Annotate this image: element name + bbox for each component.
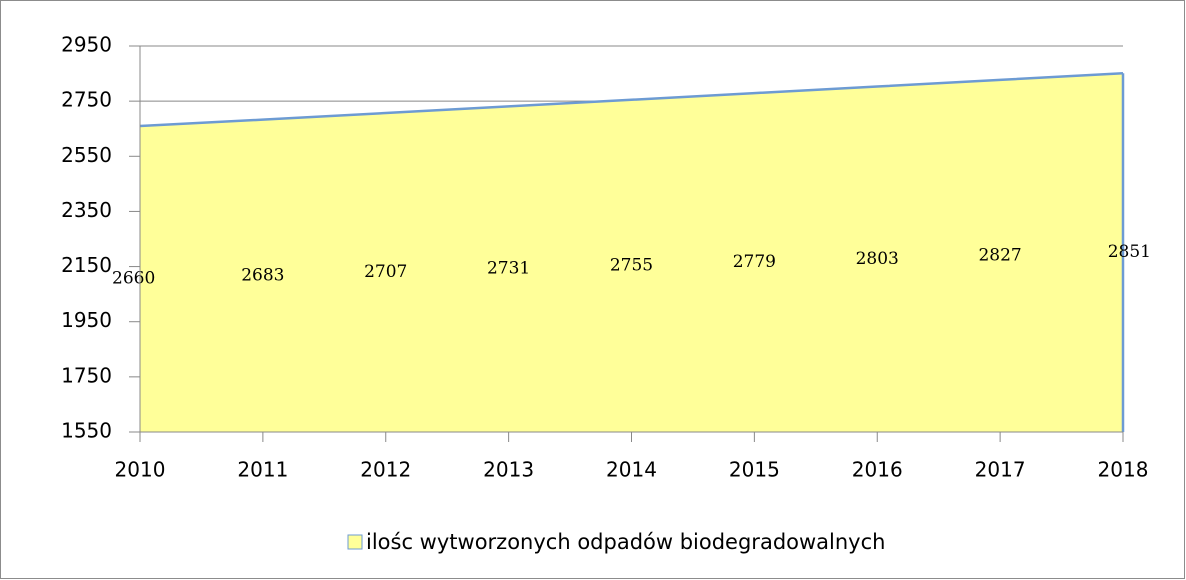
legend: ilośc wytworzonych odpadów biodegradowal…	[347, 530, 885, 554]
data-label: 2707	[364, 262, 407, 282]
legend-swatch	[347, 534, 363, 550]
data-label: 2779	[733, 252, 776, 272]
x-tick-label: 2017	[975, 458, 1026, 482]
data-label: 2851	[1108, 242, 1151, 262]
x-tick-label: 2015	[729, 458, 780, 482]
data-label: 2827	[978, 245, 1021, 265]
x-tick-label: 2018	[1098, 458, 1149, 482]
x-tick-label: 2012	[360, 458, 411, 482]
y-tick-label: 1950	[61, 308, 112, 332]
data-label: 2683	[241, 265, 284, 285]
data-label: 2731	[487, 259, 530, 279]
y-tick-label: 2950	[61, 33, 112, 57]
data-label: 2660	[112, 268, 155, 288]
y-tick-label: 1750	[61, 363, 112, 387]
y-tick-label: 2350	[61, 198, 112, 222]
area	[140, 73, 1123, 432]
y-tick-label: 2750	[61, 88, 112, 112]
y-tick-label: 2550	[61, 143, 112, 167]
x-tick-label: 2011	[237, 458, 288, 482]
data-label: 2755	[610, 255, 653, 275]
x-tick-label: 2016	[852, 458, 903, 482]
data-label: 2803	[856, 249, 899, 269]
y-tick-label: 2150	[61, 253, 112, 277]
legend-label: ilośc wytworzonych odpadów biodegradowal…	[366, 530, 885, 554]
x-tick-label: 2010	[115, 458, 166, 482]
x-tick-label: 2013	[483, 458, 534, 482]
area-line	[139, 72, 1124, 128]
y-tick-label: 1550	[61, 419, 112, 443]
x-tick-label: 2014	[606, 458, 657, 482]
